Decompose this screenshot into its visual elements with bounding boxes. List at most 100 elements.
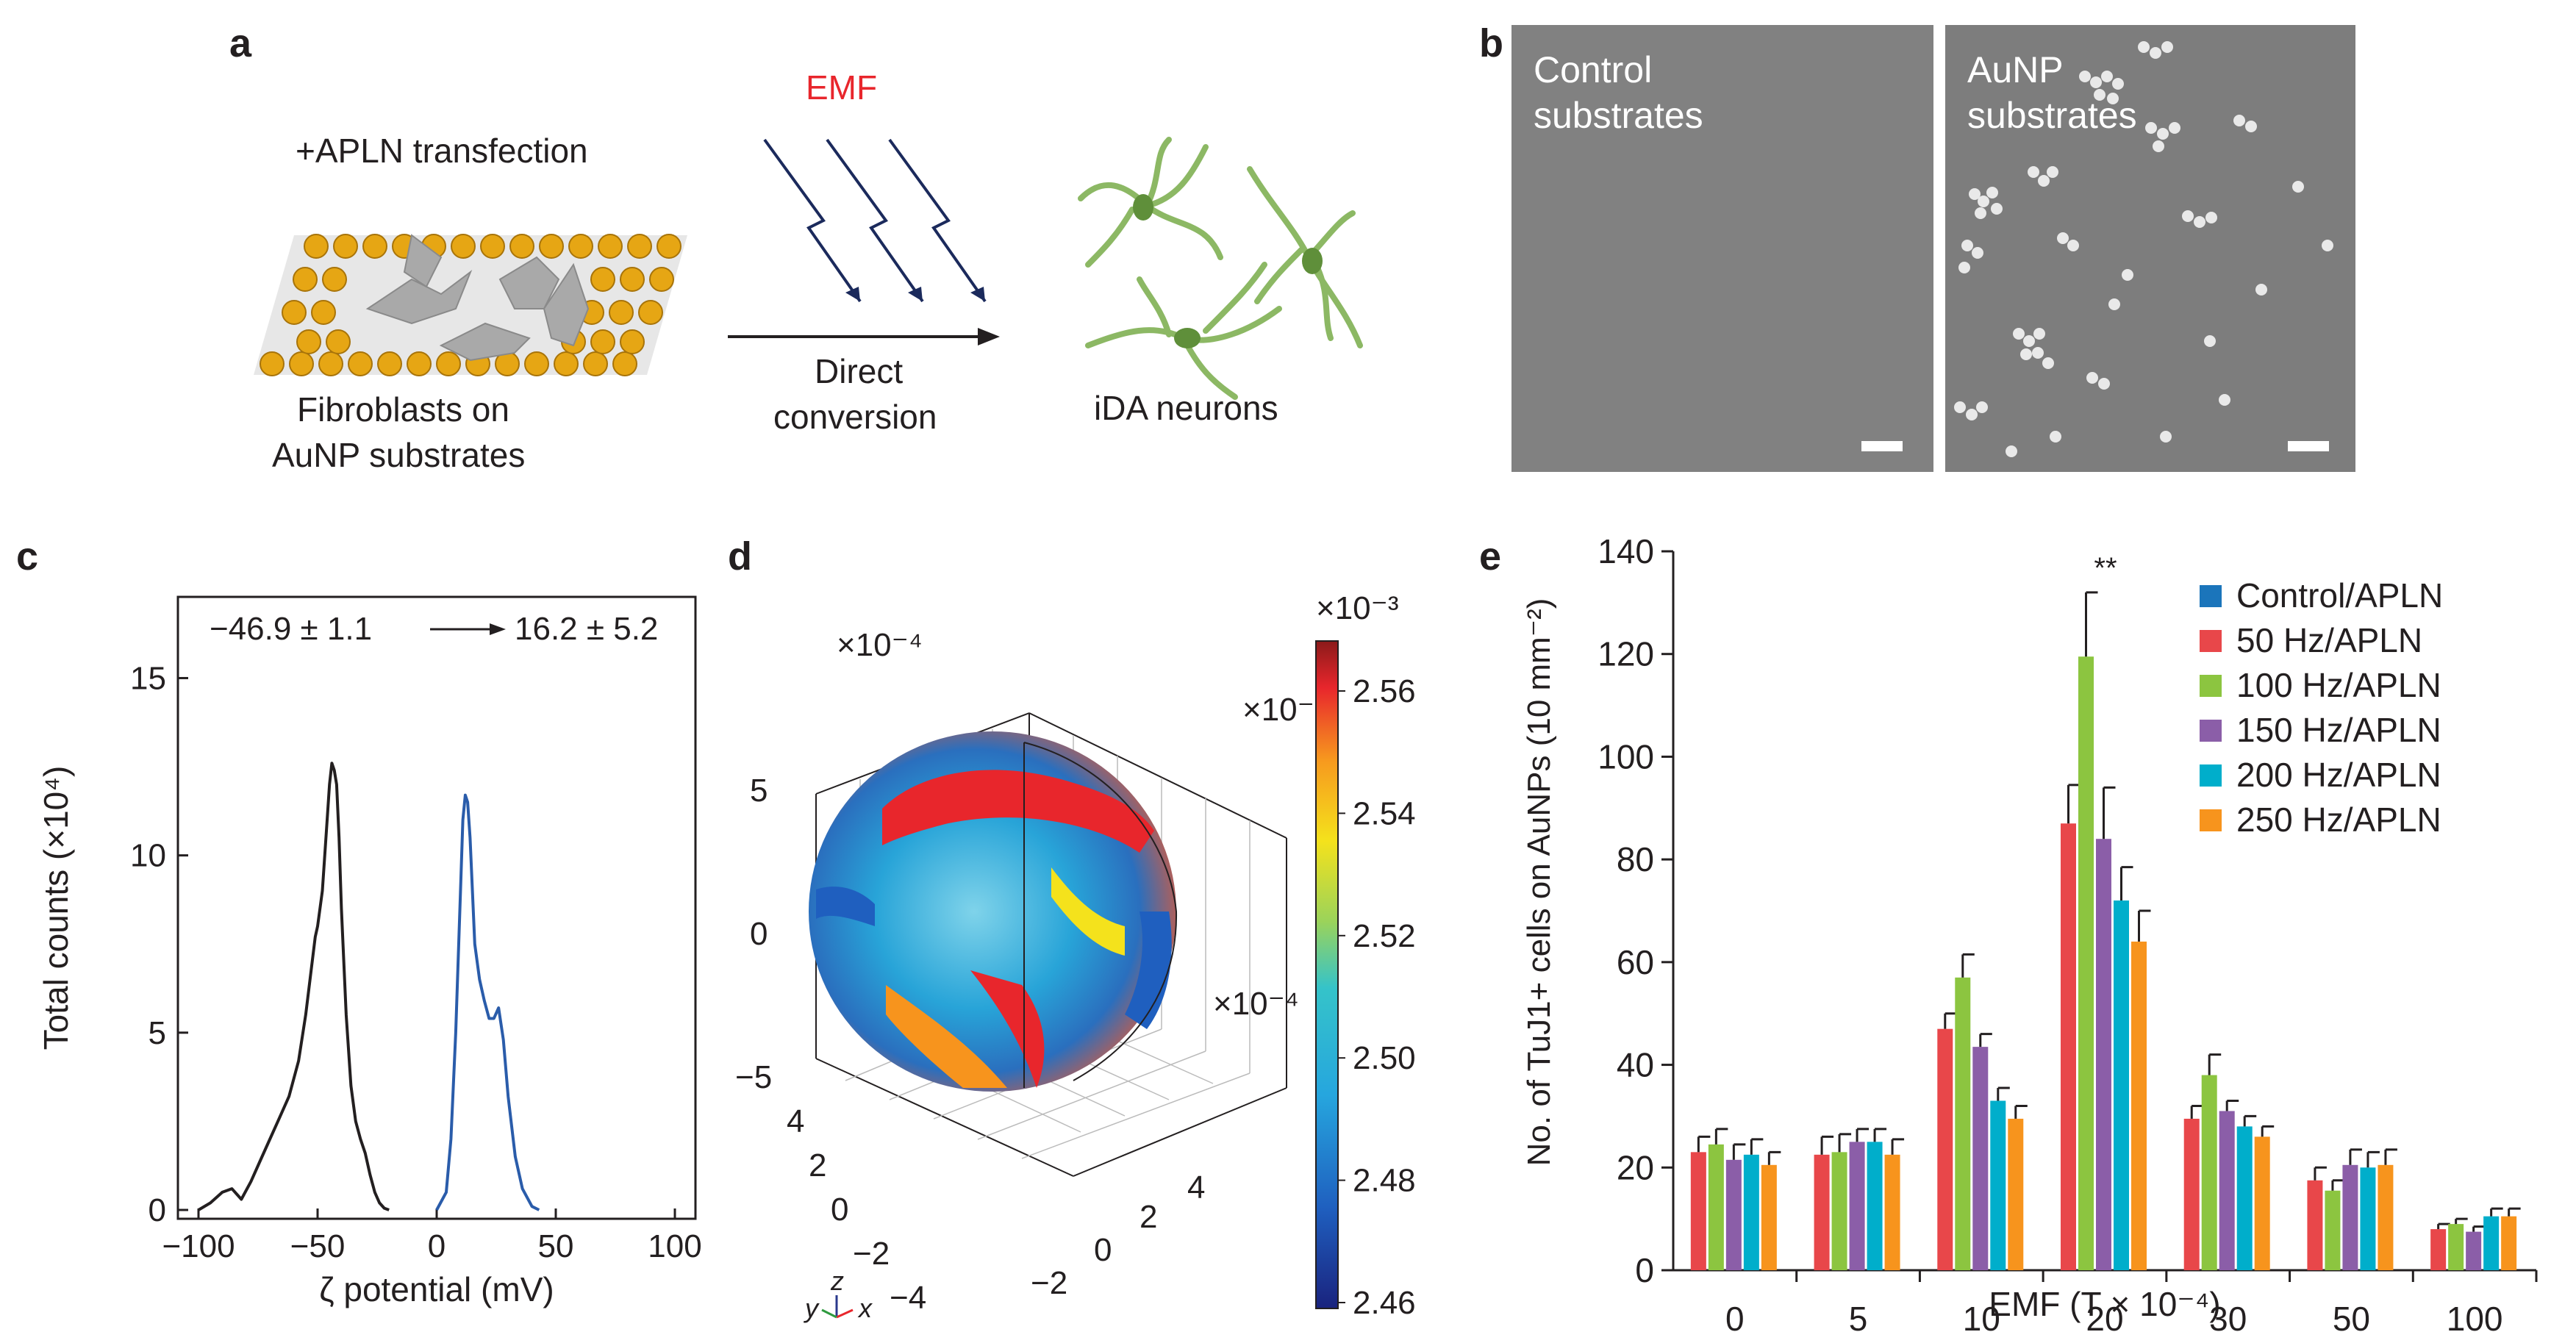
legend-swatch — [2200, 630, 2222, 652]
chart-e-ytick-label: 120 — [1598, 635, 1654, 673]
colorbar-tick-label: 2.54 — [1353, 795, 1416, 831]
colorbar: ×10⁻³ 2.56 2.54 2.52 2.50 2.48 2.46 — [1315, 590, 1416, 1321]
emf-arrows — [763, 138, 987, 303]
bar — [2448, 1224, 2464, 1270]
legend-label: 100 Hz/APLN — [2236, 666, 2441, 704]
bar — [2378, 1164, 2394, 1270]
legend-swatch — [2200, 764, 2222, 787]
bar — [2061, 823, 2076, 1270]
conversion-arrow — [728, 328, 1000, 345]
bar — [1743, 1154, 1759, 1270]
x-tick-neg2: −2 — [1031, 1265, 1067, 1301]
chart-c-annotation-right: 16.2 ± 5.2 — [515, 611, 658, 647]
y-tick-0: 0 — [831, 1192, 848, 1228]
legend-label: 250 Hz/APLN — [2236, 801, 2441, 839]
z-tick-neg5: −5 — [735, 1059, 772, 1095]
exp-right: ×10⁻⁴ — [1213, 986, 1299, 1022]
bar — [1708, 1144, 1724, 1270]
bar — [2008, 1118, 2024, 1270]
chart-e-category-label: 20 — [2086, 1300, 2123, 1338]
field-distribution-3d: ×10⁻⁴ ×10⁻⁴ ×10⁻⁴ 5 0 −5 4 2 0 −2 −4 4 2… — [735, 590, 1416, 1323]
panel-d-label: d — [728, 534, 752, 579]
legend-label: 200 Hz/APLN — [2236, 756, 2441, 794]
sem-control-caption: Controlsubstratessubstrates — [1534, 49, 1703, 136]
chart-e-category-label: 0 — [1725, 1300, 1745, 1338]
chart-c-ytick-label: 5 — [149, 1015, 166, 1051]
neurons-label: iDA neurons — [1094, 389, 1278, 427]
chart-e-category-label: 10 — [1963, 1300, 2000, 1338]
legend-swatch — [2200, 809, 2222, 831]
legend-label: 50 Hz/APLN — [2236, 621, 2422, 659]
bar — [1814, 1154, 1830, 1270]
svg-text:z: z — [830, 1266, 844, 1296]
colorbar-tick-label: 2.52 — [1353, 918, 1416, 954]
panel-b-label: b — [1479, 21, 1503, 65]
bar — [1955, 977, 1971, 1270]
chart-c-xtick-label: −100 — [162, 1228, 235, 1264]
chart-e-ytick-label: 60 — [1617, 943, 1654, 981]
chart-c-ytick-label: 0 — [149, 1192, 166, 1228]
bar — [2430, 1229, 2447, 1270]
panel-e-label: e — [1479, 534, 1502, 579]
exp-top-right: ×10⁻⁴ — [1242, 692, 1328, 728]
chart-e-ylabel: No. of TuJ1+ cells on AuNPs (10 mm⁻²) — [1521, 598, 1557, 1167]
zeta-potential-chart: −46.9 ± 1.1 16.2 ± 5.2 −100 −50 0 50 100 0 5 1… — [37, 595, 702, 1308]
aunp-substrate — [254, 234, 687, 376]
legend-swatch — [2200, 585, 2222, 607]
emf-label: EMF — [806, 68, 878, 107]
colorbar-exponent: ×10⁻³ — [1316, 590, 1399, 626]
exp-top-left: ×10⁻⁴ — [837, 627, 923, 663]
svg-text:x: x — [857, 1293, 873, 1323]
chart-c-series-line-1 — [435, 793, 540, 1211]
sem-control-image: Controlsubstratessubstrates — [1511, 25, 1933, 472]
panel-a-illustration — [254, 137, 1363, 400]
bar — [1972, 1047, 1989, 1270]
bar — [2183, 1118, 2200, 1270]
chart-e-ytick-label: 0 — [1635, 1251, 1654, 1289]
x-tick-2: 2 — [1139, 1199, 1157, 1235]
panel-c-label: c — [16, 534, 39, 579]
substrate-label-2: AuNP substrates — [272, 436, 526, 474]
bar — [1884, 1154, 1900, 1270]
legend-label: 150 Hz/APLN — [2236, 711, 2441, 749]
colorbar-tick-label: 2.50 — [1353, 1040, 1416, 1076]
bar — [2360, 1167, 2376, 1270]
chart-c-annotation-left: −46.9 ± 1.1 — [210, 611, 372, 647]
bar — [2096, 839, 2111, 1270]
tuj1-bar-chart: 0 20 40 60 80 100 120 140 0 5 10 20 30 50 100 Control/… — [1521, 537, 2538, 1338]
x-tick-0: 0 — [1094, 1232, 1112, 1268]
chart-e-xlabel: EMF (T × 10⁻⁴) — [1989, 1285, 2220, 1323]
panel-a-label: a — [229, 21, 252, 65]
conversion-label: conversion — [773, 398, 937, 436]
legend-swatch — [2200, 720, 2222, 742]
chart-e-ytick-label: 100 — [1598, 737, 1654, 776]
chart-c-frame — [176, 595, 697, 1220]
bar — [1867, 1142, 1883, 1270]
legend-swatch — [2200, 675, 2222, 697]
chart-e-category-label: 5 — [1849, 1300, 1868, 1338]
bar — [2325, 1190, 2341, 1270]
y-tick-neg2: −2 — [853, 1236, 890, 1272]
bar — [2131, 941, 2147, 1270]
scale-bar — [2288, 441, 2329, 451]
bar — [2078, 656, 2094, 1270]
bar — [2201, 1075, 2217, 1270]
chart-c-xlabel: ζ potential (mV) — [319, 1270, 554, 1308]
chart-e-ytick-label: 40 — [1617, 1046, 1654, 1084]
sem-aunp-image: AuNP substrates — [1945, 25, 2355, 472]
colorbar-tick-label: 2.48 — [1353, 1163, 1416, 1199]
x-tick-4: 4 — [1187, 1170, 1205, 1206]
substrate-label-1: Fibroblasts on — [297, 390, 509, 429]
bar — [1690, 1152, 1706, 1270]
legend-label: Control/APLN — [2236, 576, 2443, 615]
sphere-surface — [809, 731, 1178, 1092]
chart-e-category-label: 100 — [2447, 1300, 2503, 1338]
chart-c-ytick-label: 10 — [130, 838, 166, 874]
bar — [2501, 1216, 2517, 1270]
chart-e-category-label: 30 — [2209, 1300, 2247, 1338]
bar — [2254, 1136, 2270, 1270]
transfection-label: +APLN transfection — [296, 132, 588, 170]
y-tick-2: 2 — [809, 1147, 826, 1183]
chart-c-series-line-0 — [197, 762, 390, 1211]
scale-bar — [1861, 441, 1903, 451]
